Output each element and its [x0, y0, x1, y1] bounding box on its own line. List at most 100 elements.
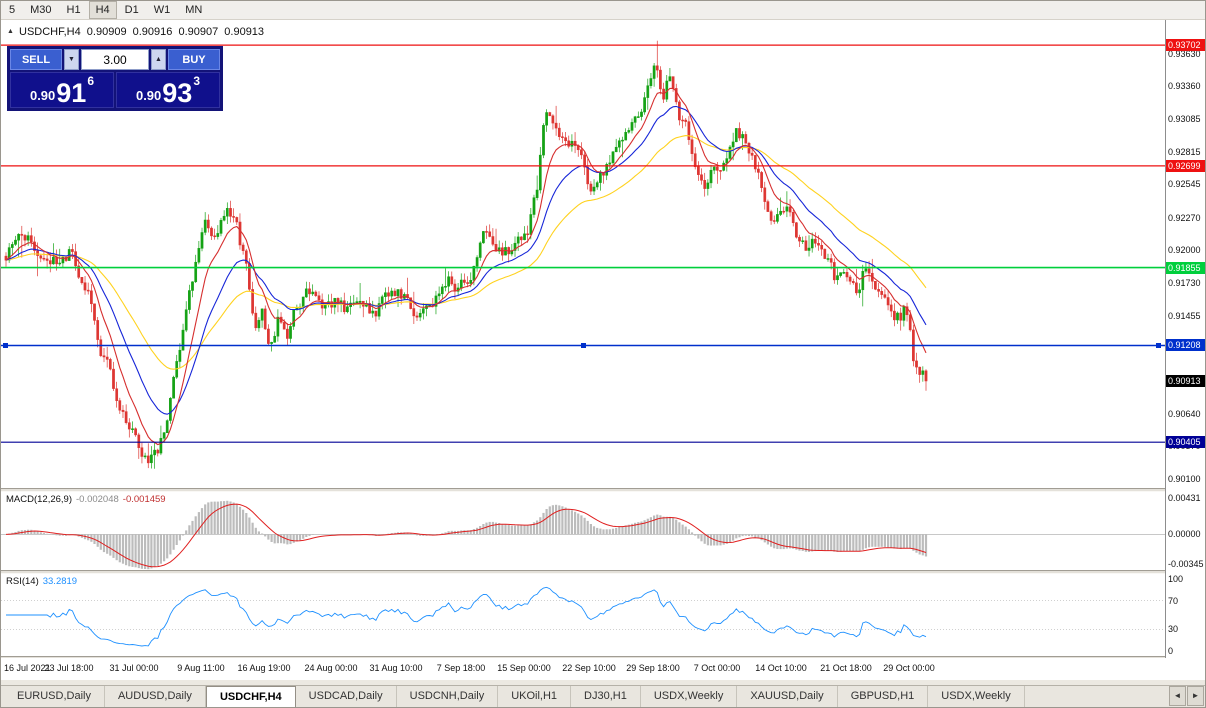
- ma-fast-line[interactable]: [5, 87, 927, 446]
- time-axis-label: 7 Sep 18:00: [436, 663, 486, 673]
- macd-histogram: [8, 500, 928, 570]
- chart-tab-ukoil-h1[interactable]: UKOil,H1: [498, 686, 572, 707]
- volume-increase-button[interactable]: ▲: [151, 49, 166, 70]
- chart-tab-usdx-weekly[interactable]: USDX,Weekly: [641, 686, 738, 707]
- macd-signal-line[interactable]: [5, 503, 927, 568]
- timeframe-button-w1[interactable]: W1: [153, 4, 171, 16]
- periods-toolbar: 5 M30 H1 H4 D1 W1 MN: [1, 1, 1205, 20]
- buy-price-small: 0.90: [135, 88, 162, 103]
- time-axis-label: 31 Aug 10:00: [369, 663, 423, 673]
- price-axis-tick: 0.93360: [1168, 81, 1201, 91]
- one-click-trading-panel: SELL ▼ ▲ BUY 0.90 91 6 0.90 93 3: [7, 46, 223, 111]
- ma-mid-line[interactable]: [5, 105, 927, 415]
- time-axis-label: 29 Oct 00:00: [883, 663, 935, 673]
- time-axis-label: 31 Jul 00:00: [109, 663, 159, 673]
- main-chart-canvas[interactable]: [1, 20, 1165, 488]
- macd-title-text: MACD(12,26,9): [6, 494, 72, 505]
- chart-tabs-bar: EURUSD,Daily AUDUSD,Daily USDCHF,H4 USDCAD,…: [1, 685, 1205, 707]
- chart-ohlc-header: ▲ USDCHF,H4 0.90909 0.90916 0.90907 0.90…: [7, 26, 267, 38]
- trade-price-row: 0.90 91 6 0.90 93 3: [10, 72, 220, 108]
- chart-tab-usdcnh-daily[interactable]: USDCNH,Daily: [397, 686, 499, 707]
- ma-slow-line[interactable]: [5, 135, 927, 370]
- time-axis[interactable]: 16 Jul 2021 23 Jul 18:00 31 Jul 00:00 9 Aug…: [1, 658, 1205, 680]
- rsi-indicator-label: RSI(14) 33.2819: [6, 576, 77, 587]
- tab-scroll-left-button[interactable]: ◄: [1169, 686, 1186, 706]
- ohlc-open: 0.90909: [86, 26, 127, 38]
- price-axis-tick: 0.92545: [1168, 179, 1201, 189]
- hline-handle[interactable]: [3, 343, 8, 348]
- chart-tab-usdcad-daily[interactable]: USDCAD,Daily: [296, 686, 397, 707]
- time-axis-label: 16 Aug 19:00: [237, 663, 291, 673]
- time-axis-label: 15 Sep 00:00: [497, 663, 551, 673]
- chart-tab-usdx-weekly[interactable]: USDX,Weekly: [928, 686, 1025, 707]
- price-label-0.91855: 0.91855: [1166, 262, 1205, 274]
- ohlc-close: 0.90913: [224, 26, 265, 38]
- chart-symbol: USDCHF,H4: [19, 26, 81, 38]
- chart-tab-gbpusd-h1[interactable]: GBPUSD,H1: [838, 686, 929, 707]
- rsi-title-text: RSI(14): [6, 576, 39, 587]
- price-label-0.90405: 0.90405: [1166, 436, 1205, 448]
- price-axis-tick: 0.92000: [1168, 245, 1201, 255]
- timeframe-button-h1[interactable]: H1: [66, 4, 81, 16]
- buy-price-big: 93: [162, 78, 193, 109]
- timeframe-button-5[interactable]: 5: [9, 4, 16, 16]
- time-axis-label: 16 Jul 2021: [4, 663, 51, 673]
- rsi-line[interactable]: [6, 586, 927, 647]
- sell-price-sup: 6: [87, 74, 95, 88]
- price-axis-tick: 0.90100: [1168, 474, 1201, 484]
- timeframe-button-mn[interactable]: MN: [185, 4, 203, 16]
- price-axis-tick: 0.91730: [1168, 278, 1201, 288]
- chart-tab-audusd-daily[interactable]: AUDUSD,Daily: [105, 686, 206, 707]
- price-axis-tick: 0.93085: [1168, 114, 1201, 124]
- rsi-panel-canvas[interactable]: [1, 574, 1165, 656]
- hline-handle[interactable]: [1156, 343, 1161, 348]
- price-axis-tick: 0.92815: [1168, 147, 1201, 157]
- current-price-label: 0.90913: [1166, 375, 1205, 387]
- time-axis-label: 9 Aug 11:00: [177, 663, 225, 673]
- buy-button[interactable]: BUY: [168, 49, 220, 70]
- sell-price-small: 0.90: [29, 88, 56, 103]
- volume-input[interactable]: [81, 49, 149, 70]
- price-axis-tick: 0.93630: [1168, 49, 1201, 59]
- ohlc-low: 0.90907: [178, 26, 219, 38]
- macd-value-main: -0.002048: [76, 494, 119, 505]
- chart-tab-dj30-h1[interactable]: DJ30,H1: [571, 686, 641, 707]
- time-axis-label: 7 Oct 00:00: [693, 663, 741, 673]
- price-axis-tick: 0.91455: [1168, 311, 1201, 321]
- ohlc-high: 0.90916: [132, 26, 173, 38]
- rsi-axis-tick: 100: [1168, 574, 1184, 584]
- chart-tab-eurusd-daily[interactable]: EURUSD,Daily: [4, 686, 105, 707]
- timeframe-button-h4[interactable]: H4: [88, 1, 117, 19]
- timeframe-button-m30[interactable]: M30: [30, 4, 52, 16]
- time-axis-label: 14 Oct 10:00: [755, 663, 807, 673]
- chart-tab-usdchf-h4[interactable]: USDCHF,H4: [205, 686, 296, 707]
- hline-handle[interactable]: [581, 343, 586, 348]
- macd-axis-tick: -0.00345: [1168, 559, 1204, 569]
- macd-axis-tick: 0.00431: [1168, 493, 1201, 503]
- chart-tab-xauusd-daily[interactable]: XAUUSD,Daily: [737, 686, 838, 707]
- panel-divider[interactable]: [1, 570, 1205, 574]
- volume-decrease-button[interactable]: ▼: [64, 49, 79, 70]
- tab-scroll-controls: ◄ ►: [1169, 686, 1204, 706]
- sell-price-display[interactable]: 0.90 91 6: [10, 72, 114, 108]
- macd-value-signal: -0.001459: [122, 494, 166, 505]
- time-axis-label: 24 Aug 00:00: [304, 663, 358, 673]
- price-axis[interactable]: 0.93630 0.93360 0.93085 0.92815 0.92545 0.922…: [1165, 20, 1205, 658]
- macd-panel-canvas[interactable]: [1, 492, 1165, 570]
- macd-axis-tick: 0.00000: [1168, 529, 1201, 539]
- time-axis-label: 22 Sep 10:00: [562, 663, 616, 673]
- price-label-0.93702: 0.93702: [1166, 39, 1205, 51]
- rsi-axis-tick: 70: [1168, 596, 1179, 606]
- chart-marker-icon: ▲: [7, 28, 14, 35]
- buy-price-display[interactable]: 0.90 93 3: [116, 72, 220, 108]
- panel-divider[interactable]: [1, 488, 1205, 492]
- tab-scroll-right-button[interactable]: ►: [1187, 686, 1204, 706]
- buy-price-sup: 3: [193, 74, 201, 88]
- rsi-axis-tick: 0: [1168, 646, 1174, 656]
- rsi-value: 33.2819: [42, 576, 78, 587]
- timeframe-button-d1[interactable]: D1: [124, 4, 139, 16]
- sell-button[interactable]: SELL: [10, 49, 62, 70]
- rsi-axis-tick: 30: [1168, 624, 1179, 634]
- panel-divider: [1, 656, 1205, 658]
